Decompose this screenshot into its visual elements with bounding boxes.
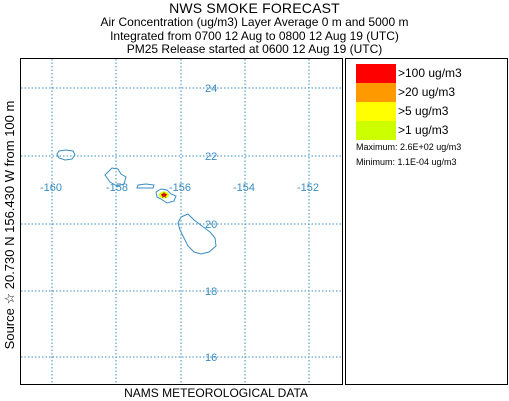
smoke-plume: ☆ [159,191,169,201]
legend: >100 ug/m3 >20 ug/m3 >5 ug/m3 >1 ug/m3 M… [345,58,508,385]
lon-label-158: -158 [106,182,128,194]
lon-label-160: -160 [40,182,62,194]
source-label-text: Source ☆ 20.730 N 156.430 W from 100 m [2,100,17,350]
lon-label-154: -154 [233,182,255,194]
plume-gt100 [162,193,166,197]
legend-label-100: >100 ug/m3 [398,66,462,80]
kauai-island [56,149,76,161]
graticule [21,59,342,384]
lat-label-24: 24 [205,83,217,95]
subtitle-release: PM25 Release started at 0600 12 Aug 19 (… [126,42,383,56]
legend-minimum: Minimum: 1.1E-04 ug/m3 [356,157,457,167]
legend-swatch-20 [356,83,396,102]
smoke-map: -160 -158 -156 -154 -152 24 22 20 18 16 … [20,58,343,385]
lat-label-22: 22 [205,151,217,163]
source-star-icon: ☆ [160,191,168,201]
subtitle-concentration: Air Concentration (ug/m3) Layer Average … [100,15,409,29]
legend-label-1: >1 ug/m3 [398,123,449,137]
coastlines [56,149,217,255]
legend-label-20: >20 ug/m3 [398,85,456,99]
lat-label-20: 20 [205,219,217,231]
legend-maximum: Maximum: 2.6E+02 ug/m3 [356,142,462,152]
oahu-island [104,167,127,187]
legend-swatch-100 [356,64,396,83]
lon-label-156: -156 [169,182,191,194]
hawaii-island [177,213,217,255]
lat-label-18: 18 [205,286,217,298]
chart-title: NWS SMOKE FORECAST [169,0,340,16]
footer-data-source: NAMS METEOROLOGICAL DATA [124,386,308,400]
subtitle-integration: Integrated from 0700 12 Aug to 0800 12 A… [110,29,399,43]
legend-label-5: >5 ug/m3 [398,104,449,118]
maui-island [155,188,177,204]
lat-label-16: 16 [205,352,217,364]
molokai-island [136,183,155,189]
legend-swatch-5 [356,102,396,121]
legend-swatch-1 [356,121,396,140]
lon-label-152: -152 [297,182,319,194]
